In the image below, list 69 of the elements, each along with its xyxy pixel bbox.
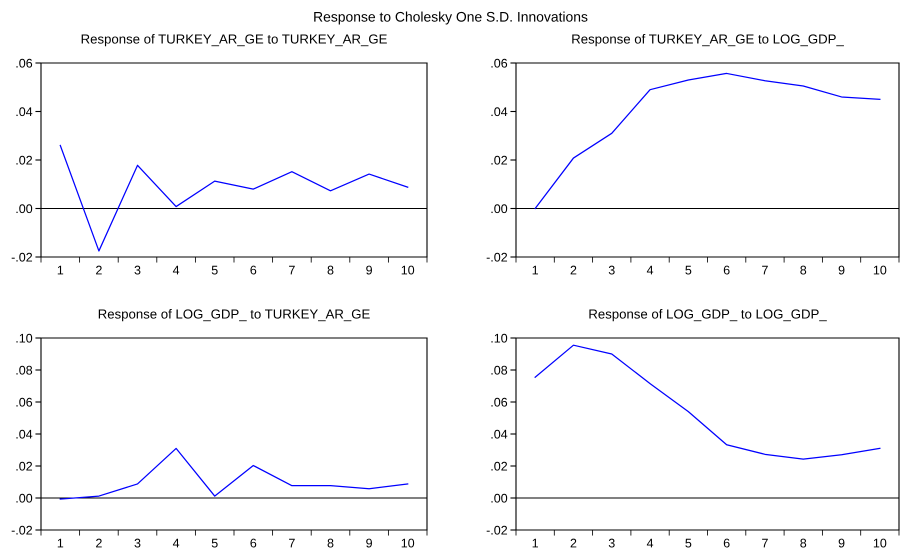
x-tick-label: 10 bbox=[402, 538, 414, 548]
x-tick-label: 5 bbox=[685, 538, 692, 548]
x-tick-label: 3 bbox=[608, 538, 615, 548]
y-tick-label: .00 bbox=[491, 204, 508, 214]
chart-title: Response of LOG_GDP_ to TURKEY_AR_GE bbox=[98, 309, 370, 322]
x-tick-label: 6 bbox=[724, 266, 730, 275]
x-tick-label: 4 bbox=[172, 538, 180, 548]
y-tick-label: -.02 bbox=[12, 252, 32, 262]
x-tick-label: 7 bbox=[762, 266, 768, 274]
y-tick-label: .08 bbox=[16, 366, 32, 375]
y-tick-label: .04 bbox=[491, 107, 508, 116]
y-tick-label: -.02 bbox=[12, 526, 32, 535]
y-tick-label: .06 bbox=[16, 398, 32, 407]
x-tick-label: 5 bbox=[212, 538, 218, 548]
x-tick-label: 2 bbox=[570, 266, 576, 274]
chart-title: Response of TURKEY_AR_GE to LOG_GDP_ bbox=[572, 34, 844, 46]
x-tick-label: 1 bbox=[58, 266, 64, 274]
y-tick-label: .06 bbox=[491, 398, 508, 407]
y-tick-label: .10 bbox=[16, 334, 32, 343]
x-tick-label: 5 bbox=[212, 266, 218, 275]
x-tick-label: 6 bbox=[724, 538, 730, 548]
y-tick-label: .06 bbox=[16, 58, 32, 68]
x-tick-label: 3 bbox=[134, 266, 140, 275]
x-tick-label: 7 bbox=[762, 538, 768, 548]
y-tick-label: .10 bbox=[491, 334, 508, 343]
x-tick-label: 10 bbox=[874, 266, 886, 275]
x-tick-label: 6 bbox=[250, 538, 256, 548]
x-tick-label: 9 bbox=[366, 538, 372, 548]
x-tick-label: 6 bbox=[250, 266, 256, 275]
y-tick-label: .02 bbox=[16, 156, 32, 165]
text: Response to Cholesky One S.D. Innovations bbox=[314, 12, 588, 24]
y-tick-label: .00 bbox=[16, 204, 32, 214]
x-tick-label: 10 bbox=[402, 266, 414, 275]
y-tick-label: .06 bbox=[491, 58, 508, 68]
x-tick-label: 8 bbox=[800, 266, 806, 275]
x-tick-label: 8 bbox=[328, 538, 334, 548]
x-tick-label: 2 bbox=[96, 266, 102, 274]
x-tick-label: 9 bbox=[366, 266, 372, 275]
x-tick-label: 3 bbox=[608, 266, 615, 275]
y-tick-label: .04 bbox=[16, 107, 32, 116]
y-tick-label: .00 bbox=[491, 494, 508, 503]
x-tick-label: 1 bbox=[532, 266, 538, 274]
chart-title: Response of TURKEY_AR_GE to TURKEY_AR_GE bbox=[82, 34, 387, 46]
y-tick-label: .02 bbox=[491, 156, 508, 165]
x-tick-label: 1 bbox=[58, 538, 64, 548]
x-tick-label: 1 bbox=[532, 538, 538, 548]
y-tick-label: .04 bbox=[16, 430, 32, 439]
x-tick-label: 4 bbox=[646, 538, 654, 548]
y-tick-label: -.02 bbox=[486, 526, 508, 535]
x-tick-label: 2 bbox=[96, 538, 102, 548]
y-tick-label: .02 bbox=[16, 462, 32, 471]
x-tick-label: 8 bbox=[800, 538, 806, 548]
y-tick-label: .04 bbox=[491, 430, 508, 439]
x-tick-label: 9 bbox=[838, 266, 844, 275]
x-tick-label: 7 bbox=[289, 538, 295, 548]
x-tick-label: 2 bbox=[570, 538, 576, 548]
x-tick-label: 10 bbox=[874, 538, 886, 548]
x-tick-label: 4 bbox=[172, 266, 180, 274]
y-tick-label: .02 bbox=[491, 462, 508, 471]
y-tick-label: .08 bbox=[491, 366, 508, 375]
x-tick-label: 5 bbox=[685, 266, 692, 275]
y-tick-label: .00 bbox=[16, 494, 32, 503]
x-tick-label: 8 bbox=[328, 266, 334, 275]
y-tick-label: -.02 bbox=[486, 252, 508, 262]
chart-title: Response of LOG_GDP_ to LOG_GDP_ bbox=[589, 309, 827, 322]
x-tick-label: 4 bbox=[646, 266, 654, 274]
x-tick-label: 3 bbox=[134, 538, 140, 548]
x-tick-label: 9 bbox=[838, 538, 844, 548]
x-tick-label: 7 bbox=[289, 266, 295, 274]
